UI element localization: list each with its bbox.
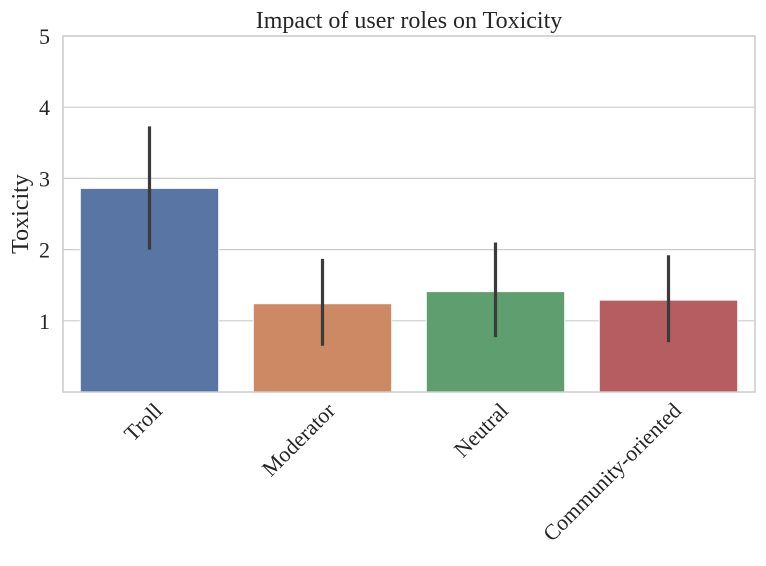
plot-frame xyxy=(62,35,756,393)
y-axis-label: Toxicity xyxy=(8,174,34,254)
chart-title: Impact of user roles on Toxicity xyxy=(256,8,562,34)
x-tick-label: Community-oriented xyxy=(538,398,686,546)
x-tick-label: Neutral xyxy=(449,398,513,462)
y-tick-label: 3 xyxy=(39,166,50,191)
y-tick-label: 4 xyxy=(39,95,50,120)
y-tick-label: 1 xyxy=(39,309,50,334)
x-tick-label: Moderator xyxy=(257,397,341,481)
bars xyxy=(79,187,739,393)
y-tick-label: 5 xyxy=(39,24,50,49)
y-tick-label: 2 xyxy=(39,238,50,263)
y-tick-labels: 1 2 3 4 5 xyxy=(39,24,50,334)
x-tick-label: Troll xyxy=(119,398,167,446)
x-tick-labels: Troll Moderator Neutral Community-oriented xyxy=(119,397,686,546)
error-bars xyxy=(147,126,671,346)
